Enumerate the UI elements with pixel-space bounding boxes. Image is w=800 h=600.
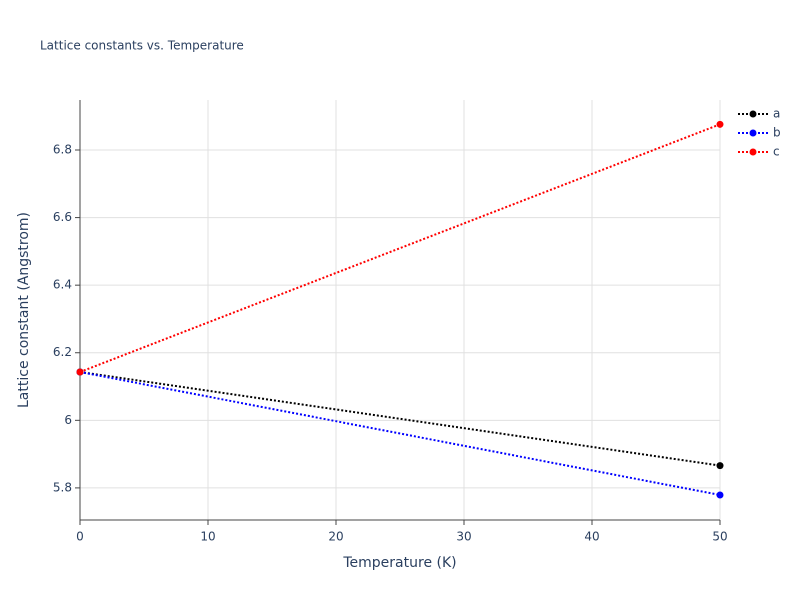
x-tick-label: 0 <box>76 530 84 544</box>
x-tick-label: 30 <box>456 530 471 544</box>
data-point <box>716 491 724 499</box>
series-line <box>79 371 721 496</box>
y-tick-label: 6.6 <box>53 210 72 224</box>
x-tick-label: 10 <box>200 530 215 544</box>
y-axis-title: Lattice constant (Angstrom) <box>16 212 32 408</box>
chart-title: Lattice constants vs. Temperature <box>40 39 244 53</box>
legend-marker <box>749 129 757 137</box>
data-point <box>716 120 724 128</box>
legend-label: a <box>773 107 780 121</box>
series-line <box>79 371 721 467</box>
x-tick-label: 20 <box>328 530 343 544</box>
y-tick-label: 6.2 <box>53 345 72 359</box>
series-line <box>79 123 721 373</box>
legend-label: c <box>773 145 780 159</box>
y-tick-label: 5.8 <box>53 480 72 494</box>
y-tick-label: 6.4 <box>53 278 72 292</box>
x-axis-title: Temperature (K) <box>342 555 456 571</box>
data-point <box>76 368 84 376</box>
legend-label: b <box>773 126 781 140</box>
x-tick-label: 50 <box>712 530 727 544</box>
y-tick-label: 6.8 <box>53 143 72 157</box>
legend-marker <box>749 148 757 156</box>
data-point <box>716 462 724 470</box>
x-tick-label: 40 <box>584 530 599 544</box>
y-tick-label: 6 <box>64 413 72 427</box>
legend-marker <box>749 110 757 118</box>
